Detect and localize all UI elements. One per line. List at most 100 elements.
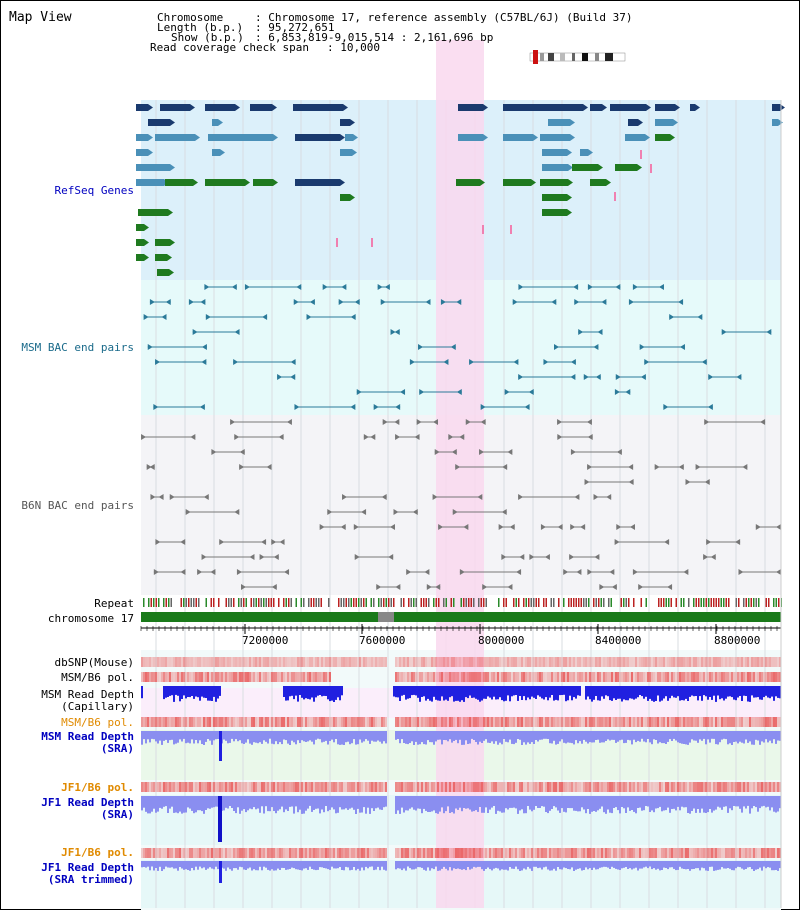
msm-b6-pol-stripe: [211, 672, 213, 682]
jf1-sra-depth-bar: [507, 796, 509, 810]
msm-sra-depth-bar: [653, 731, 655, 740]
dbsnp-stripe: [163, 657, 165, 667]
msm-b6-pol-stripe: [751, 672, 753, 682]
gene-strand-arrow: [350, 194, 355, 201]
msm-bac-pair-end-left: [574, 299, 580, 305]
msm-b6-pol-stripe-2: [293, 717, 295, 727]
msm-b6-pol-stripe: [547, 672, 549, 682]
dbsnp-stripe: [511, 657, 513, 667]
msm-sra-depth-bar: [655, 731, 657, 740]
jf1-sra-depth-bar: [277, 796, 279, 811]
jf1-sra-depth-bar: [753, 796, 755, 806]
msm-b6-pol-stripe: [421, 672, 423, 682]
jf1-b6-pol-stripe-2: [509, 848, 511, 858]
jf1-sra-depth-bar: [197, 796, 199, 811]
jf1-b6-pol-stripe-2: [479, 848, 481, 858]
track-label-refseq[interactable]: RefSeq Genes: [54, 184, 134, 197]
msm-bac-pair-end-right: [161, 314, 167, 320]
dbsnp-stripe: [149, 657, 151, 667]
jf1-b6-pol-stripe-2: [165, 848, 167, 858]
msm-b6-pol-stripe: [285, 672, 287, 682]
jf1-trimmed-depth-bar: [383, 861, 385, 870]
msm-bac-pair-end-left: [512, 299, 518, 305]
jf1-sra-depth-bar: [273, 796, 275, 811]
jf1-sra-depth-bar: [647, 796, 649, 807]
jf1-trimmed-depth-bar: [211, 861, 213, 869]
msm-b6-pol-stripe-2: [403, 717, 405, 727]
jf1-trimmed-depth-bar: [481, 861, 483, 870]
ideogram-position-marker: [533, 50, 538, 64]
jf1-b6-pol-stripe: [623, 782, 625, 792]
jf1-b6-pol-stripe-2: [521, 848, 523, 858]
b6n-bac-pair-end-right: [594, 554, 600, 560]
msm-b6-pol-stripe: [747, 672, 749, 682]
repeat-element: [513, 598, 515, 607]
dbsnp-stripe: [517, 657, 519, 667]
jf1-b6-pol-stripe: [181, 782, 183, 792]
jf1-trimmed-depth-bar: [323, 861, 325, 868]
msm-sra-depth-bar: [271, 731, 273, 744]
msm-capillary-depth-bar: [761, 686, 763, 700]
repeat-element: [498, 598, 500, 607]
msm-capillary-depth-bar: [753, 686, 755, 698]
msm-bac-pair-end-right: [595, 374, 601, 380]
msm-b6-pol-stripe: [759, 672, 761, 682]
msm-b6-pol-stripe-2: [463, 717, 465, 727]
jf1-trimmed-depth-bar: [705, 861, 707, 871]
jf1-sra-depth-bar: [411, 796, 413, 808]
msm-bac-pair-end-left: [614, 389, 620, 395]
jf1-b6-pol-stripe: [227, 782, 229, 792]
msm-capillary-depth-bar: [603, 686, 605, 699]
msm-sra-depth-bar: [461, 731, 463, 745]
msm-capillary-depth-bar: [533, 686, 535, 698]
repeat-element: [595, 598, 597, 607]
jf1-b6-pol-stripe: [753, 782, 755, 792]
jf1-b6-pol-stripe-2: [221, 848, 223, 858]
jf1-trimmed-depth-bar: [375, 861, 377, 870]
msm-b6-pol-stripe: [423, 672, 425, 682]
dbsnp-stripe: [591, 657, 593, 667]
jf1-b6-pol-stripe: [683, 782, 685, 792]
gene-exon-block: [136, 164, 170, 171]
jf1-b6-pol-stripe-2: [683, 848, 685, 858]
jf1-trimmed-depth-bar: [291, 861, 293, 868]
msm-sra-depth-bar: [703, 731, 705, 739]
dbsnp-stripe: [697, 657, 699, 667]
dbsnp-stripe: [335, 657, 337, 667]
jf1-b6-pol-stripe-2: [351, 848, 353, 858]
b6n-bac-pair-end-left: [211, 449, 217, 455]
msm-capillary-depth-bar: [531, 686, 533, 697]
jf1-trimmed-depth-bar: [177, 861, 179, 871]
track-label-msm-bac[interactable]: MSM BAC end pairs: [21, 341, 134, 354]
gene-strand-arrow: [568, 164, 573, 171]
b6n-bac-pair-end-left: [632, 569, 638, 575]
jf1-sra-depth-bar: [571, 796, 573, 809]
repeat-element: [518, 598, 520, 607]
msm-capillary-depth-bar: [409, 686, 411, 699]
msm-sra-depth-bar: [543, 731, 545, 739]
jf1-b6-pol-stripe: [735, 782, 737, 792]
msm-sra-depth-bar: [163, 731, 165, 741]
jf1-b6-pol-stripe: [513, 782, 515, 792]
b6n-bac-pair-end-left: [432, 494, 438, 500]
dbsnp-stripe: [749, 657, 751, 667]
msm-b6-pol-stripe-2: [641, 717, 643, 727]
dbsnp-stripe: [759, 657, 761, 667]
msm-b6-pol-stripe: [321, 672, 323, 682]
track-label-b6n-bac[interactable]: B6N BAC end pairs: [21, 499, 134, 512]
msm-b6-pol-stripe: [293, 672, 295, 682]
jf1-sra-depth-bar: [645, 796, 647, 806]
ideogram-band: [548, 53, 554, 61]
dbsnp-stripe: [675, 657, 677, 667]
msm-capillary-depth-bar: [695, 686, 697, 696]
jf1-trimmed-depth-bar: [329, 861, 331, 870]
jf1-sra-depth-bar: [315, 796, 317, 809]
msm-capillary-depth-bar: [677, 686, 679, 697]
b6n-bac-pair-end-right: [609, 569, 615, 575]
msm-sra-depth-bar: [323, 731, 325, 742]
msm-bac-pair-end-left: [147, 344, 153, 350]
jf1-sra-depth-bar: [399, 796, 401, 814]
msm-sra-depth-bar: [725, 731, 727, 740]
jf1-sra-depth-bar: [465, 796, 467, 809]
